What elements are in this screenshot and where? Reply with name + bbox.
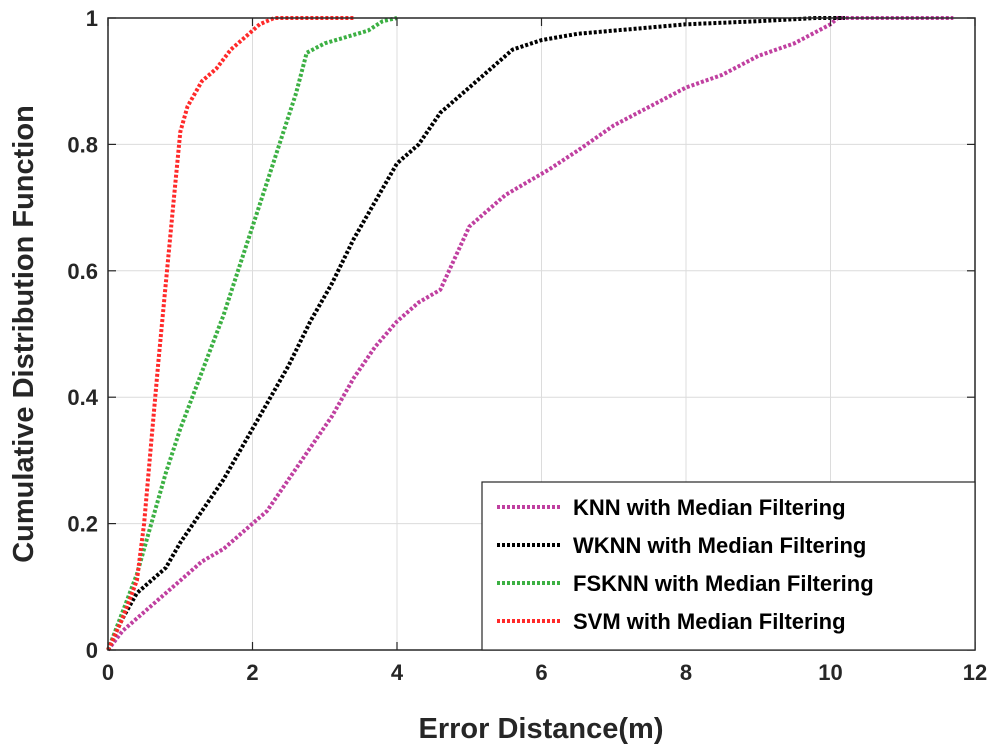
y-tick-label: 0.2 <box>67 512 98 537</box>
y-axis-title: Cumulative Distribution Function <box>8 105 40 563</box>
x-tick-labels: 0 2 4 6 8 10 12 <box>102 660 987 685</box>
legend-label-wknn: WKNN with Median Filtering <box>573 533 866 558</box>
y-tick-label: 0 <box>86 638 98 663</box>
x-tick-label: 12 <box>963 660 987 685</box>
legend-label-svm: SVM with Median Filtering <box>573 609 846 634</box>
series-line-svm <box>106 16 354 651</box>
x-tick-label: 8 <box>680 660 692 685</box>
legend-box <box>481 481 976 651</box>
legend-label-fsknn: FSKNN with Median Filtering <box>573 571 874 596</box>
legend-label-knn: KNN with Median Filtering <box>573 495 846 520</box>
x-axis-title: Error Distance(m) <box>419 713 664 745</box>
series-line-knn <box>106 16 954 652</box>
y-tick-labels: 0 0.2 0.4 0.6 0.8 1 <box>67 6 98 663</box>
y-tick-label: 0.6 <box>67 259 98 284</box>
series-layer <box>106 16 954 652</box>
legend: KNN with Median Filtering WKNN with Media… <box>481 481 976 651</box>
x-tick-label: 6 <box>535 660 547 685</box>
series-line-wknn <box>106 16 845 651</box>
x-tick-label: 2 <box>246 660 258 685</box>
y-tick-label: 0.4 <box>67 385 98 410</box>
series-line-fsknn <box>106 16 398 651</box>
x-tick-label: 10 <box>818 660 842 685</box>
y-tick-label: 1 <box>86 6 98 31</box>
x-tick-label: 4 <box>391 660 404 685</box>
y-tick-label: 0.8 <box>67 132 98 157</box>
x-tick-label: 0 <box>102 660 114 685</box>
